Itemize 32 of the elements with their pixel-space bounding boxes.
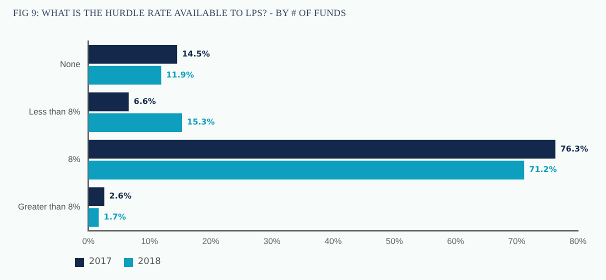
bar <box>88 66 162 85</box>
x-tick-label: 0% <box>82 236 95 246</box>
bar <box>88 208 99 227</box>
data-label: 6.6% <box>134 96 156 106</box>
data-label: 14.5% <box>182 49 210 58</box>
y-tick-label: Less than 8% <box>28 106 81 117</box>
x-tick-label: 20% <box>202 236 220 246</box>
data-label: 15.3% <box>187 118 215 127</box>
x-tick-label: 80% <box>569 236 587 246</box>
data-label: 71.2% <box>529 165 557 174</box>
bar <box>88 160 524 180</box>
bar <box>88 140 556 159</box>
data-label: 2.6% <box>109 192 132 201</box>
y-tick-label: Greater than 8% <box>18 201 81 212</box>
bar <box>88 44 178 64</box>
chart-title: FIG 9: WHAT IS THE HURDLE RATE AVAILABLE TO LPS? - BY # OF FUNDS <box>13 9 346 19</box>
data-label: 1.7% <box>104 212 126 222</box>
x-tick-label: 40% <box>324 236 342 246</box>
legend-label: 2018 <box>138 257 161 267</box>
bar <box>88 92 129 112</box>
y-tick-label: None <box>60 59 81 70</box>
x-tick-label: 30% <box>263 236 281 246</box>
y-tick-label: 8% <box>68 154 81 164</box>
bar <box>88 113 182 132</box>
x-tick-label: 50% <box>386 236 404 246</box>
x-tick-label: 10% <box>141 236 159 246</box>
data-label: 76.3% <box>560 144 588 154</box>
bar <box>88 187 104 206</box>
legend-label: 2017 <box>89 257 112 267</box>
data-label: 11.9% <box>166 70 194 80</box>
x-tick-label: 60% <box>447 236 465 246</box>
x-tick-label: 70% <box>508 236 526 246</box>
